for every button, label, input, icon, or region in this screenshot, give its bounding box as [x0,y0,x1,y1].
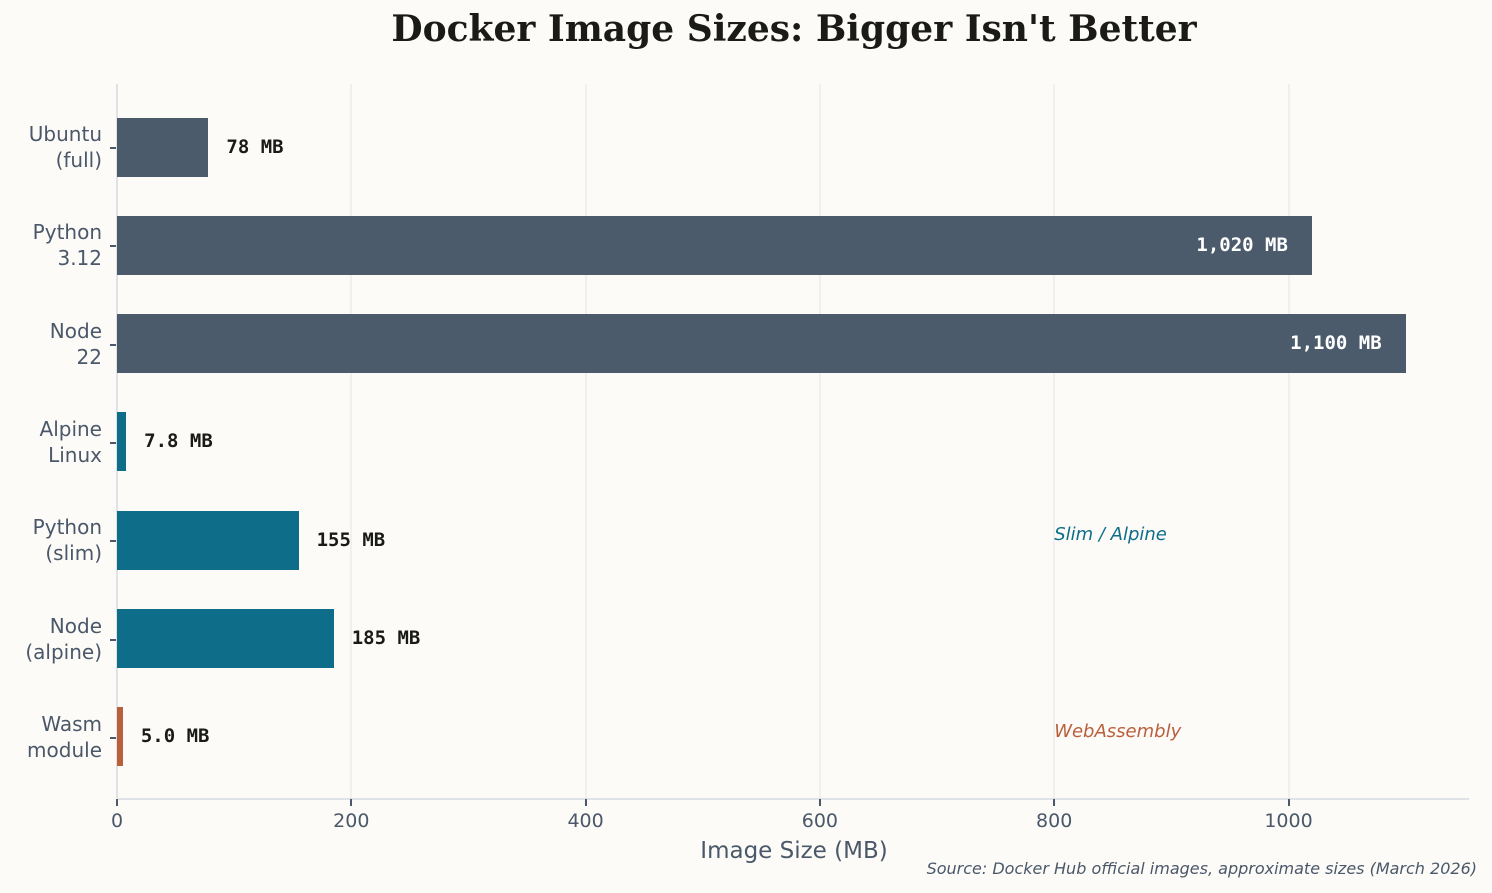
bar-value-label: 78 MB [226,135,284,158]
group-annotation: WebAssembly [1054,720,1182,742]
y-tick [110,638,116,641]
y-tick [110,343,116,346]
x-tick [818,799,821,806]
x-tick [116,799,118,806]
gridline [1287,84,1290,798]
bar-value-label: 5.0 MB [140,725,210,748]
bar-node-22 [117,314,1406,374]
x-tick-label: 400 [567,810,604,832]
x-axis-label: Image Size (MB) [700,838,888,864]
y-tick-label: Node (alpine) [25,613,102,664]
gridline [818,84,821,798]
bar-wasm-module [117,707,123,767]
plot-area: 78 MB 1,020 MB 1,100 MB 7.8 MB 155 MB 185 MB 5… [116,84,1469,800]
bar-value-label: 1,020 MB [1196,233,1288,256]
gridline [584,84,587,798]
x-tick [350,799,353,806]
y-tick [110,245,116,248]
y-tick-label: Python (slim) [32,515,102,566]
x-tick [1287,799,1290,806]
group-annotation: Slim / Alpine [1054,524,1167,546]
gridline [350,84,353,798]
x-tick-label: 600 [801,810,839,832]
x-tick-label: 200 [333,810,370,832]
bar-ubuntu-full [117,117,209,177]
bar-value-label: 1,100 MB [1290,332,1382,355]
x-tick-label: 800 [1036,810,1073,832]
bar-value-label: 7.8 MB [144,430,213,453]
gridline [1053,84,1056,798]
chart-title: Docker Image Sizes: Bigger Isn't Better [391,8,1197,50]
bar-node-alpine [117,609,334,668]
x-tick [584,799,587,806]
x-tick [1053,799,1056,806]
source-note: Source: Docker Hub official images, appr… [926,859,1477,878]
bar-python-slim [117,510,299,570]
y-tick-label: Ubuntu (full) [28,122,102,172]
x-tick-label: 0 [110,810,124,832]
y-tick [110,736,116,739]
x-tick-label: 1000 [1264,810,1313,832]
bar-value-label: 155 MB [316,528,386,551]
x-axis-line [117,798,1469,800]
y-tick-label: Node 22 [49,318,102,369]
y-tick [110,147,116,149]
bar-python-3.12 [117,215,1312,275]
bar-alpine-linux [117,412,127,472]
bar-value-label: 185 MB [351,627,421,649]
y-tick [110,441,116,444]
y-tick-label: Python 3.12 [32,220,102,271]
y-tick [110,540,116,543]
y-tick-label: Alpine Linux [39,416,102,467]
y-tick-label: Wasm module [27,711,102,762]
